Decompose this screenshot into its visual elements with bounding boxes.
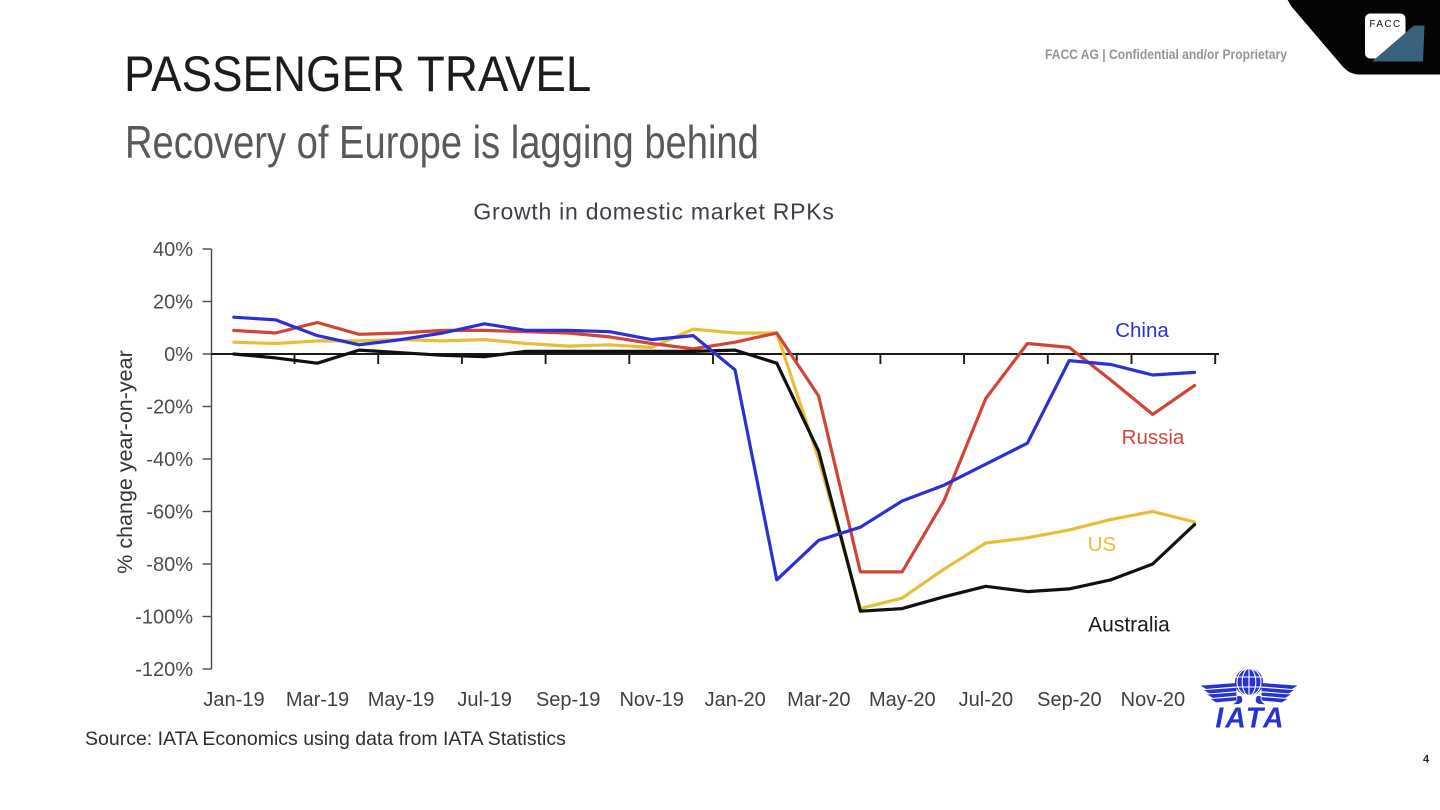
svg-text:Sep-19: Sep-19: [536, 689, 601, 711]
svg-text:4: 4: [1423, 754, 1430, 766]
svg-text:Nov-19: Nov-19: [619, 689, 683, 711]
svg-text:-120%: -120%: [135, 659, 193, 681]
svg-text:May-19: May-19: [368, 689, 435, 711]
svg-text:Jul-20: Jul-20: [959, 689, 1013, 711]
svg-text:US: US: [1088, 533, 1116, 556]
svg-text:Sep-20: Sep-20: [1037, 689, 1102, 711]
svg-text:-100%: -100%: [135, 607, 193, 629]
svg-text:40%: 40%: [153, 239, 193, 261]
svg-text:IATA: IATA: [1215, 703, 1285, 735]
svg-text:May-20: May-20: [869, 689, 936, 711]
svg-text:-80%: -80%: [146, 554, 193, 576]
svg-text:Source: IATA Economics using d: Source: IATA Economics using data from I…: [85, 728, 566, 750]
svg-text:Russia: Russia: [1122, 426, 1185, 449]
svg-text:FACC: FACC: [1369, 19, 1401, 30]
svg-text:Nov-20: Nov-20: [1121, 689, 1185, 711]
svg-text:China: China: [1115, 319, 1169, 342]
svg-text:% change year-on-year: % change year-on-year: [113, 350, 137, 573]
svg-text:Growth in domestic market RPKs: Growth in domestic market RPKs: [473, 199, 834, 225]
svg-text:-20%: -20%: [146, 397, 193, 419]
svg-text:Jan-20: Jan-20: [705, 689, 766, 711]
svg-text:Mar-19: Mar-19: [286, 689, 349, 711]
svg-text:Mar-20: Mar-20: [787, 689, 850, 711]
svg-text:20%: 20%: [153, 292, 193, 314]
svg-text:-60%: -60%: [146, 502, 193, 524]
svg-text:Jan-19: Jan-19: [203, 689, 264, 711]
svg-text:Jul-19: Jul-19: [457, 689, 511, 711]
svg-text:Australia: Australia: [1088, 614, 1170, 637]
svg-text:0%: 0%: [164, 344, 193, 366]
svg-text:-40%: -40%: [146, 449, 193, 471]
